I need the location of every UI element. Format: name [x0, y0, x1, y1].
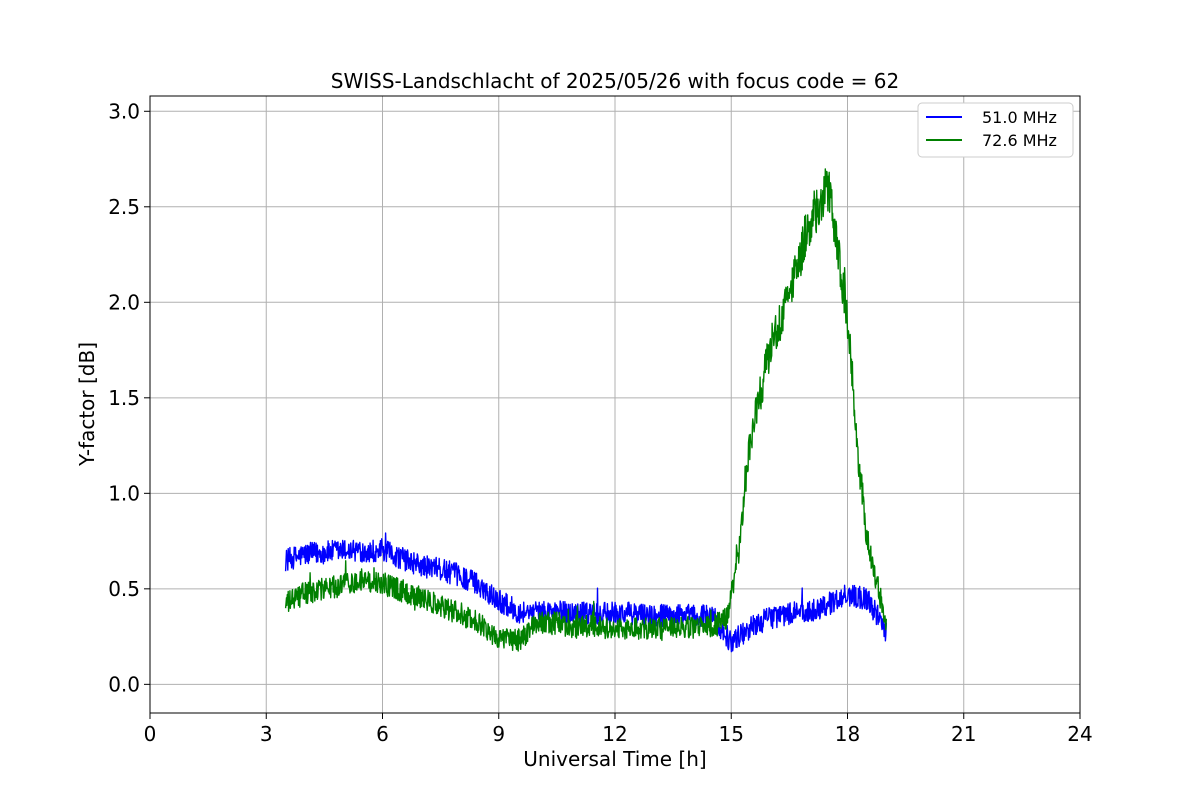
x-axis-label: Universal Time [h]: [523, 747, 706, 771]
x-tick-label: 6: [376, 722, 389, 746]
y-tick-label: 1.0: [108, 481, 140, 505]
x-axis: 0 3 6 9 12 15 18 21 24: [144, 713, 1093, 746]
x-tick-label: 9: [492, 722, 505, 746]
series-line-0: [284, 532, 887, 653]
series-line-1: [284, 168, 887, 652]
y-tick-label: 2.0: [108, 290, 140, 314]
y-tick-label: 1.5: [108, 386, 140, 410]
legend-label-72-mhz: 72.6 MHz: [982, 131, 1057, 150]
x-tick-label: 24: [1067, 722, 1092, 746]
x-tick-label: 18: [835, 722, 860, 746]
y-tick-label: 3.0: [108, 99, 140, 123]
series-layer: [284, 168, 887, 653]
legend: 51.0 MHz 72.6 MHz: [917, 102, 1074, 158]
x-tick-label: 0: [144, 722, 157, 746]
legend-label-51-mhz: 51.0 MHz: [982, 108, 1057, 127]
x-tick-label: 12: [602, 722, 627, 746]
x-tick-label: 15: [719, 722, 744, 746]
y-tick-label: 0.5: [108, 577, 140, 601]
chart-title: SWISS-Landschlacht of 2025/05/26 with fo…: [331, 69, 899, 93]
y-tick-label: 2.5: [108, 195, 140, 219]
y-axis-label: Y-factor [dB]: [75, 342, 99, 467]
x-tick-label: 21: [951, 722, 976, 746]
y-tick-label: 0.0: [108, 672, 140, 696]
x-tick-label: 3: [260, 722, 273, 746]
y-axis: 0.0 0.5 1.0 1.5 2.0 2.5 3.0: [108, 99, 150, 696]
